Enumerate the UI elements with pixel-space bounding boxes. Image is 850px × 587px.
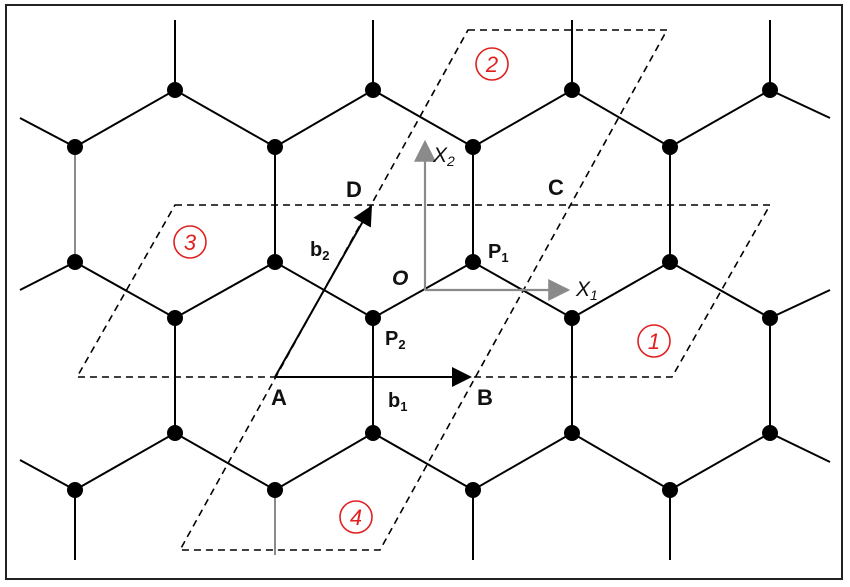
label-P2: P2 <box>385 328 406 352</box>
label-P1: P1 <box>488 241 509 265</box>
label-C: C <box>548 175 564 200</box>
region-1-marker: 1 <box>637 324 671 358</box>
honeycomb-edges <box>19 20 831 560</box>
svg-text:2: 2 <box>485 52 498 77</box>
svg-text:3: 3 <box>184 230 197 255</box>
lattice-atoms <box>67 82 778 498</box>
label-O: O <box>392 267 408 290</box>
lattice-vectors <box>274 205 472 387</box>
label-b1: b1 <box>388 390 407 414</box>
label-D: D <box>346 177 362 202</box>
svg-text:1: 1 <box>648 329 660 354</box>
label-B: B <box>477 385 493 410</box>
label-A: A <box>271 385 287 410</box>
svg-text:4: 4 <box>350 505 362 530</box>
horizontal-cell <box>75 204 772 378</box>
region-3-marker: 3 <box>173 225 207 259</box>
vector-b2 <box>274 205 372 378</box>
label-b2: b2 <box>310 239 329 263</box>
region-4-marker: 4 <box>339 500 373 534</box>
label-x1: X1 <box>575 278 598 303</box>
label-x2: X2 <box>432 144 455 169</box>
region-2-marker: 2 <box>475 47 509 81</box>
figure-frame <box>5 4 843 580</box>
coordinate-axes <box>414 139 571 301</box>
